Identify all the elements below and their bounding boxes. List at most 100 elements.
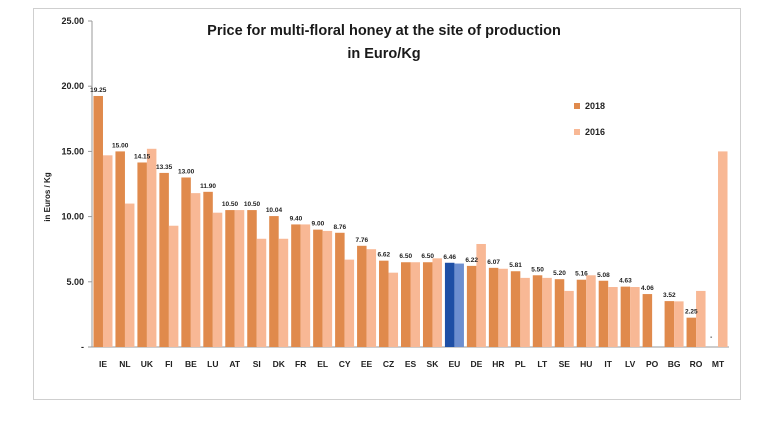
x-tick-label: EE <box>361 359 373 369</box>
bar-2016-NL <box>124 203 135 347</box>
bar-2018-SK <box>422 262 433 347</box>
y-axis-label: in Euros / Kg <box>43 172 52 221</box>
x-tick-label: IE <box>99 359 107 369</box>
x-tick-label: EU <box>449 359 461 369</box>
bar-2016-EU <box>454 263 464 347</box>
legend-swatch-2016 <box>574 129 580 135</box>
bar-2016-SK <box>432 258 442 347</box>
x-tick-label: CY <box>339 359 351 369</box>
x-tick-label: LT <box>537 359 548 369</box>
bar-2016-LU <box>212 212 223 347</box>
bar-2018-UK <box>137 162 147 347</box>
bar-2016-ES <box>410 262 420 347</box>
bar-2018-BE <box>181 177 191 347</box>
x-tick-label: HR <box>492 359 504 369</box>
data-label-2018: 8.76 <box>334 224 347 231</box>
y-tick-label: 25.00 <box>61 16 84 26</box>
bar-2018-AT <box>225 210 235 347</box>
data-label-2018: 6.50 <box>421 253 434 260</box>
y-tick-label: - <box>81 342 84 352</box>
data-label-2018: 14.15 <box>134 153 151 160</box>
data-label-2018: 13.00 <box>178 168 195 175</box>
bar-2016-CY <box>344 259 355 347</box>
x-tick-label: RO <box>690 359 703 369</box>
data-label-2018: 4.06 <box>641 285 654 292</box>
bar-2018-PL <box>510 271 521 347</box>
bar-2018-HU <box>576 279 587 347</box>
bar-2018-SE <box>554 279 565 347</box>
bar-2018-EE <box>357 245 367 347</box>
bar-2016-RO <box>696 290 706 347</box>
bar-2016-MT <box>718 151 728 347</box>
bar-2016-SE <box>564 290 574 347</box>
bar-2018-CY <box>335 232 345 347</box>
bar-2018-NL <box>115 151 125 347</box>
bar-2018-HR <box>488 267 499 347</box>
bar-2016-LT <box>542 277 552 347</box>
x-tick-label: PO <box>646 359 659 369</box>
x-tick-label: HU <box>580 359 592 369</box>
data-label-2018: 10.04 <box>266 207 283 214</box>
bar-2018-EU <box>444 262 455 347</box>
data-label-2018: - <box>710 334 712 341</box>
bar-2016-DK <box>278 238 289 347</box>
legend: 2018 2016 <box>574 101 605 137</box>
y-tick-label: 10.00 <box>61 212 84 222</box>
bar-2018-LV <box>620 286 631 347</box>
legend-label-2016: 2016 <box>585 127 605 137</box>
bar-2018-CZ <box>379 260 389 347</box>
x-tick-label: SK <box>427 359 440 369</box>
data-label-2018: 10.50 <box>244 201 261 208</box>
x-tick-label: BG <box>668 359 681 369</box>
x-tick-label: IT <box>604 359 612 369</box>
bar-2018-FI <box>159 172 169 347</box>
y-tick-label: 20.00 <box>61 81 84 91</box>
x-tick-label: BE <box>185 359 197 369</box>
x-axis-categories: IE NL UK FI BE LU AT SI DK FR EL CY EE CZ ES SK EU DE HR PL… <box>99 359 725 369</box>
x-tick-label: FR <box>295 359 306 369</box>
bar-2018-ES <box>401 262 411 347</box>
bar-2016-CZ <box>388 272 399 347</box>
data-label-2018: 7.76 <box>355 237 368 244</box>
bar-2016-PL <box>520 277 530 347</box>
data-label-2018: 5.81 <box>509 262 522 269</box>
bar-2016-SI <box>256 238 267 347</box>
data-label-2018: 5.50 <box>531 266 544 273</box>
x-tick-label: MT <box>712 359 725 369</box>
x-tick-label: CZ <box>383 359 394 369</box>
data-label-2018: 5.08 <box>597 272 610 279</box>
bar-2016-EE <box>366 249 377 347</box>
data-label-2018: 6.46 <box>443 254 456 261</box>
data-label-2018: 10.50 <box>222 201 239 208</box>
bar-2016-BE <box>190 193 201 347</box>
data-label-2018: 6.62 <box>377 252 390 259</box>
bar-2016-HR <box>498 268 508 347</box>
bars <box>93 95 728 347</box>
bar-2016-FI <box>168 225 179 347</box>
data-label-2018: 5.16 <box>575 271 588 278</box>
legend-label-2018: 2018 <box>585 101 605 111</box>
bar-2016-EL <box>322 230 333 347</box>
bar-2018-PO <box>642 294 653 347</box>
bar-2016-AT <box>234 210 245 347</box>
data-label-2018: 5.20 <box>553 270 566 277</box>
data-label-2018: 6.22 <box>465 257 478 264</box>
data-label-2018: 4.63 <box>619 278 632 285</box>
data-label-2018: 19.25 <box>90 87 107 94</box>
x-tick-label: LV <box>625 359 636 369</box>
data-label-2018: 11.90 <box>200 183 216 190</box>
x-tick-label: LU <box>207 359 218 369</box>
y-tick-label: 5.00 <box>66 277 84 287</box>
y-tick-label: 15.00 <box>61 146 84 156</box>
bar-2018-IE <box>93 95 103 347</box>
bar-2016-UK <box>146 148 157 347</box>
data-label-2018: 2.25 <box>685 309 698 316</box>
bar-2018-RO <box>686 317 697 347</box>
data-labels: 19.25 15.00 14.15 13.35 13.00 11.90 10.50 10.50… <box>90 87 712 341</box>
data-label-2018: 6.07 <box>487 259 500 266</box>
x-tick-label: DE <box>470 359 482 369</box>
bar-2018-BG <box>664 301 675 347</box>
chart-title-line1: Price for multi-floral honey at the site… <box>207 23 561 39</box>
data-label-2018: 13.35 <box>156 164 173 171</box>
x-tick-label: DK <box>273 359 286 369</box>
